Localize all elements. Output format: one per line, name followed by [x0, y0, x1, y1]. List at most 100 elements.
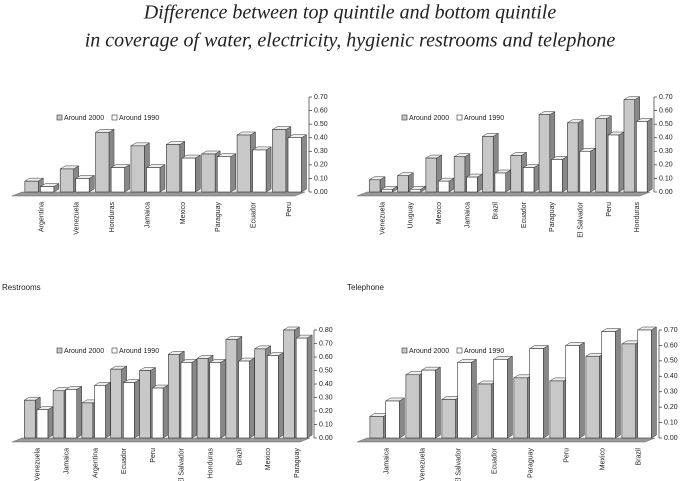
- bar-side: [435, 366, 441, 439]
- y-tick-label: 0.30: [664, 389, 678, 396]
- legend-label: Around 2000: [64, 348, 104, 355]
- bar-side: [301, 134, 307, 193]
- bar: [145, 164, 166, 193]
- bar-front: [513, 377, 528, 439]
- y-tick-label: 0.40: [319, 381, 333, 388]
- x-tick-label: El Salvador: [179, 447, 186, 481]
- bar-front: [287, 137, 302, 193]
- bar-front: [405, 374, 420, 439]
- bar: [380, 185, 399, 193]
- title-line: Difference between top quintile and bott…: [143, 2, 557, 24]
- bar: [465, 173, 484, 193]
- x-tick-label: Honduras: [109, 202, 116, 233]
- legend-label: Around 2000: [409, 348, 449, 355]
- x-tick-label: Jamaica: [144, 202, 151, 228]
- bar-front: [81, 402, 94, 439]
- bar-front: [123, 382, 135, 439]
- y-tick-label: 0.10: [659, 175, 673, 182]
- bar: [420, 366, 442, 439]
- x-tick-label: Mexico: [436, 202, 443, 224]
- bar-front: [466, 176, 478, 193]
- bar-side: [191, 358, 198, 439]
- legend-swatch: [56, 114, 63, 121]
- y-tick-label: 0.10: [664, 419, 678, 426]
- y-tick-label: 0.00: [314, 189, 328, 196]
- x-tick-label: Paraguay: [215, 202, 222, 232]
- bar: [36, 406, 54, 439]
- x-tick-label: Venezuela: [420, 448, 427, 481]
- title-line: in coverage of water, electricity, hygie…: [85, 30, 616, 52]
- bar: [492, 355, 514, 439]
- bar-front: [369, 416, 384, 439]
- legend-label: Around 2000: [409, 115, 449, 122]
- y-tick-label: 0.60: [319, 354, 333, 361]
- y-tick-label: 0.30: [314, 148, 328, 155]
- floor: [11, 437, 311, 443]
- bar-side: [533, 164, 540, 193]
- y-tick-label: 0.20: [659, 162, 673, 169]
- bar-side: [105, 381, 111, 439]
- bar: [151, 384, 170, 439]
- bar-front: [254, 348, 266, 439]
- x-tick-label: Venezuela: [74, 202, 81, 235]
- x-tick-label: Ecuador: [521, 201, 528, 228]
- y-tick-label: 0.20: [319, 408, 333, 415]
- legend-label: Around 1990: [464, 348, 504, 355]
- bar-front: [209, 362, 222, 439]
- legend-swatch: [456, 347, 463, 354]
- x-tick-label: Argentina: [92, 448, 99, 478]
- bar-side: [124, 164, 130, 193]
- x-tick-label: Venezuela: [35, 448, 42, 481]
- bar-front: [36, 409, 49, 439]
- bar-front: [522, 167, 535, 193]
- y-tick-label: 0.20: [664, 404, 678, 411]
- bar-front: [130, 145, 145, 193]
- bar-side: [249, 357, 255, 439]
- x-tick-label: Honduras: [634, 202, 641, 233]
- bar-front: [267, 355, 279, 439]
- bar-front: [477, 383, 492, 439]
- x-tick-label: Venezuela: [379, 202, 386, 235]
- bar: [110, 164, 131, 193]
- bar-side: [507, 355, 513, 439]
- bar-front: [510, 155, 522, 193]
- legend-swatch: [401, 347, 408, 354]
- bar-side: [159, 164, 166, 193]
- bar-front: [216, 156, 232, 193]
- bar: [180, 154, 202, 193]
- bar-front: [272, 129, 287, 193]
- bar-front: [567, 122, 579, 193]
- x-tick-label: Mexico: [600, 448, 607, 470]
- bar-front: [196, 358, 209, 439]
- bar-front: [529, 348, 544, 439]
- bar-front: [421, 369, 436, 439]
- y-tick-label: 0.20: [314, 162, 328, 169]
- y-tick-label: 0.00: [659, 189, 673, 196]
- bar: [251, 146, 272, 193]
- bar: [23, 177, 45, 193]
- bar-side: [134, 379, 140, 439]
- bar-front: [95, 131, 110, 193]
- bar-front: [623, 99, 636, 193]
- bar-front: [493, 359, 508, 439]
- x-tick-label: Ecuador: [121, 447, 128, 474]
- bar-front: [438, 180, 450, 193]
- y-tick-label: 0.30: [659, 148, 673, 155]
- floor: [356, 437, 656, 443]
- bar: [564, 341, 586, 439]
- bar-front: [52, 390, 65, 439]
- y-tick-label: 0.70: [659, 94, 673, 101]
- x-tick-label: Jamaica: [384, 448, 391, 474]
- bar-side: [278, 352, 284, 439]
- legend-label: Around 1990: [119, 348, 159, 355]
- x-tick-label: Brazil: [493, 202, 500, 220]
- x-tick-label: El Salvador: [578, 201, 585, 237]
- bar-front: [225, 339, 238, 439]
- x-tick-label: Peru: [606, 202, 613, 217]
- bar-side: [265, 146, 272, 193]
- bar-front: [409, 188, 422, 193]
- bar: [550, 155, 569, 193]
- y-tick-label: 0.70: [319, 340, 333, 347]
- panel-title: Restrooms: [2, 283, 41, 292]
